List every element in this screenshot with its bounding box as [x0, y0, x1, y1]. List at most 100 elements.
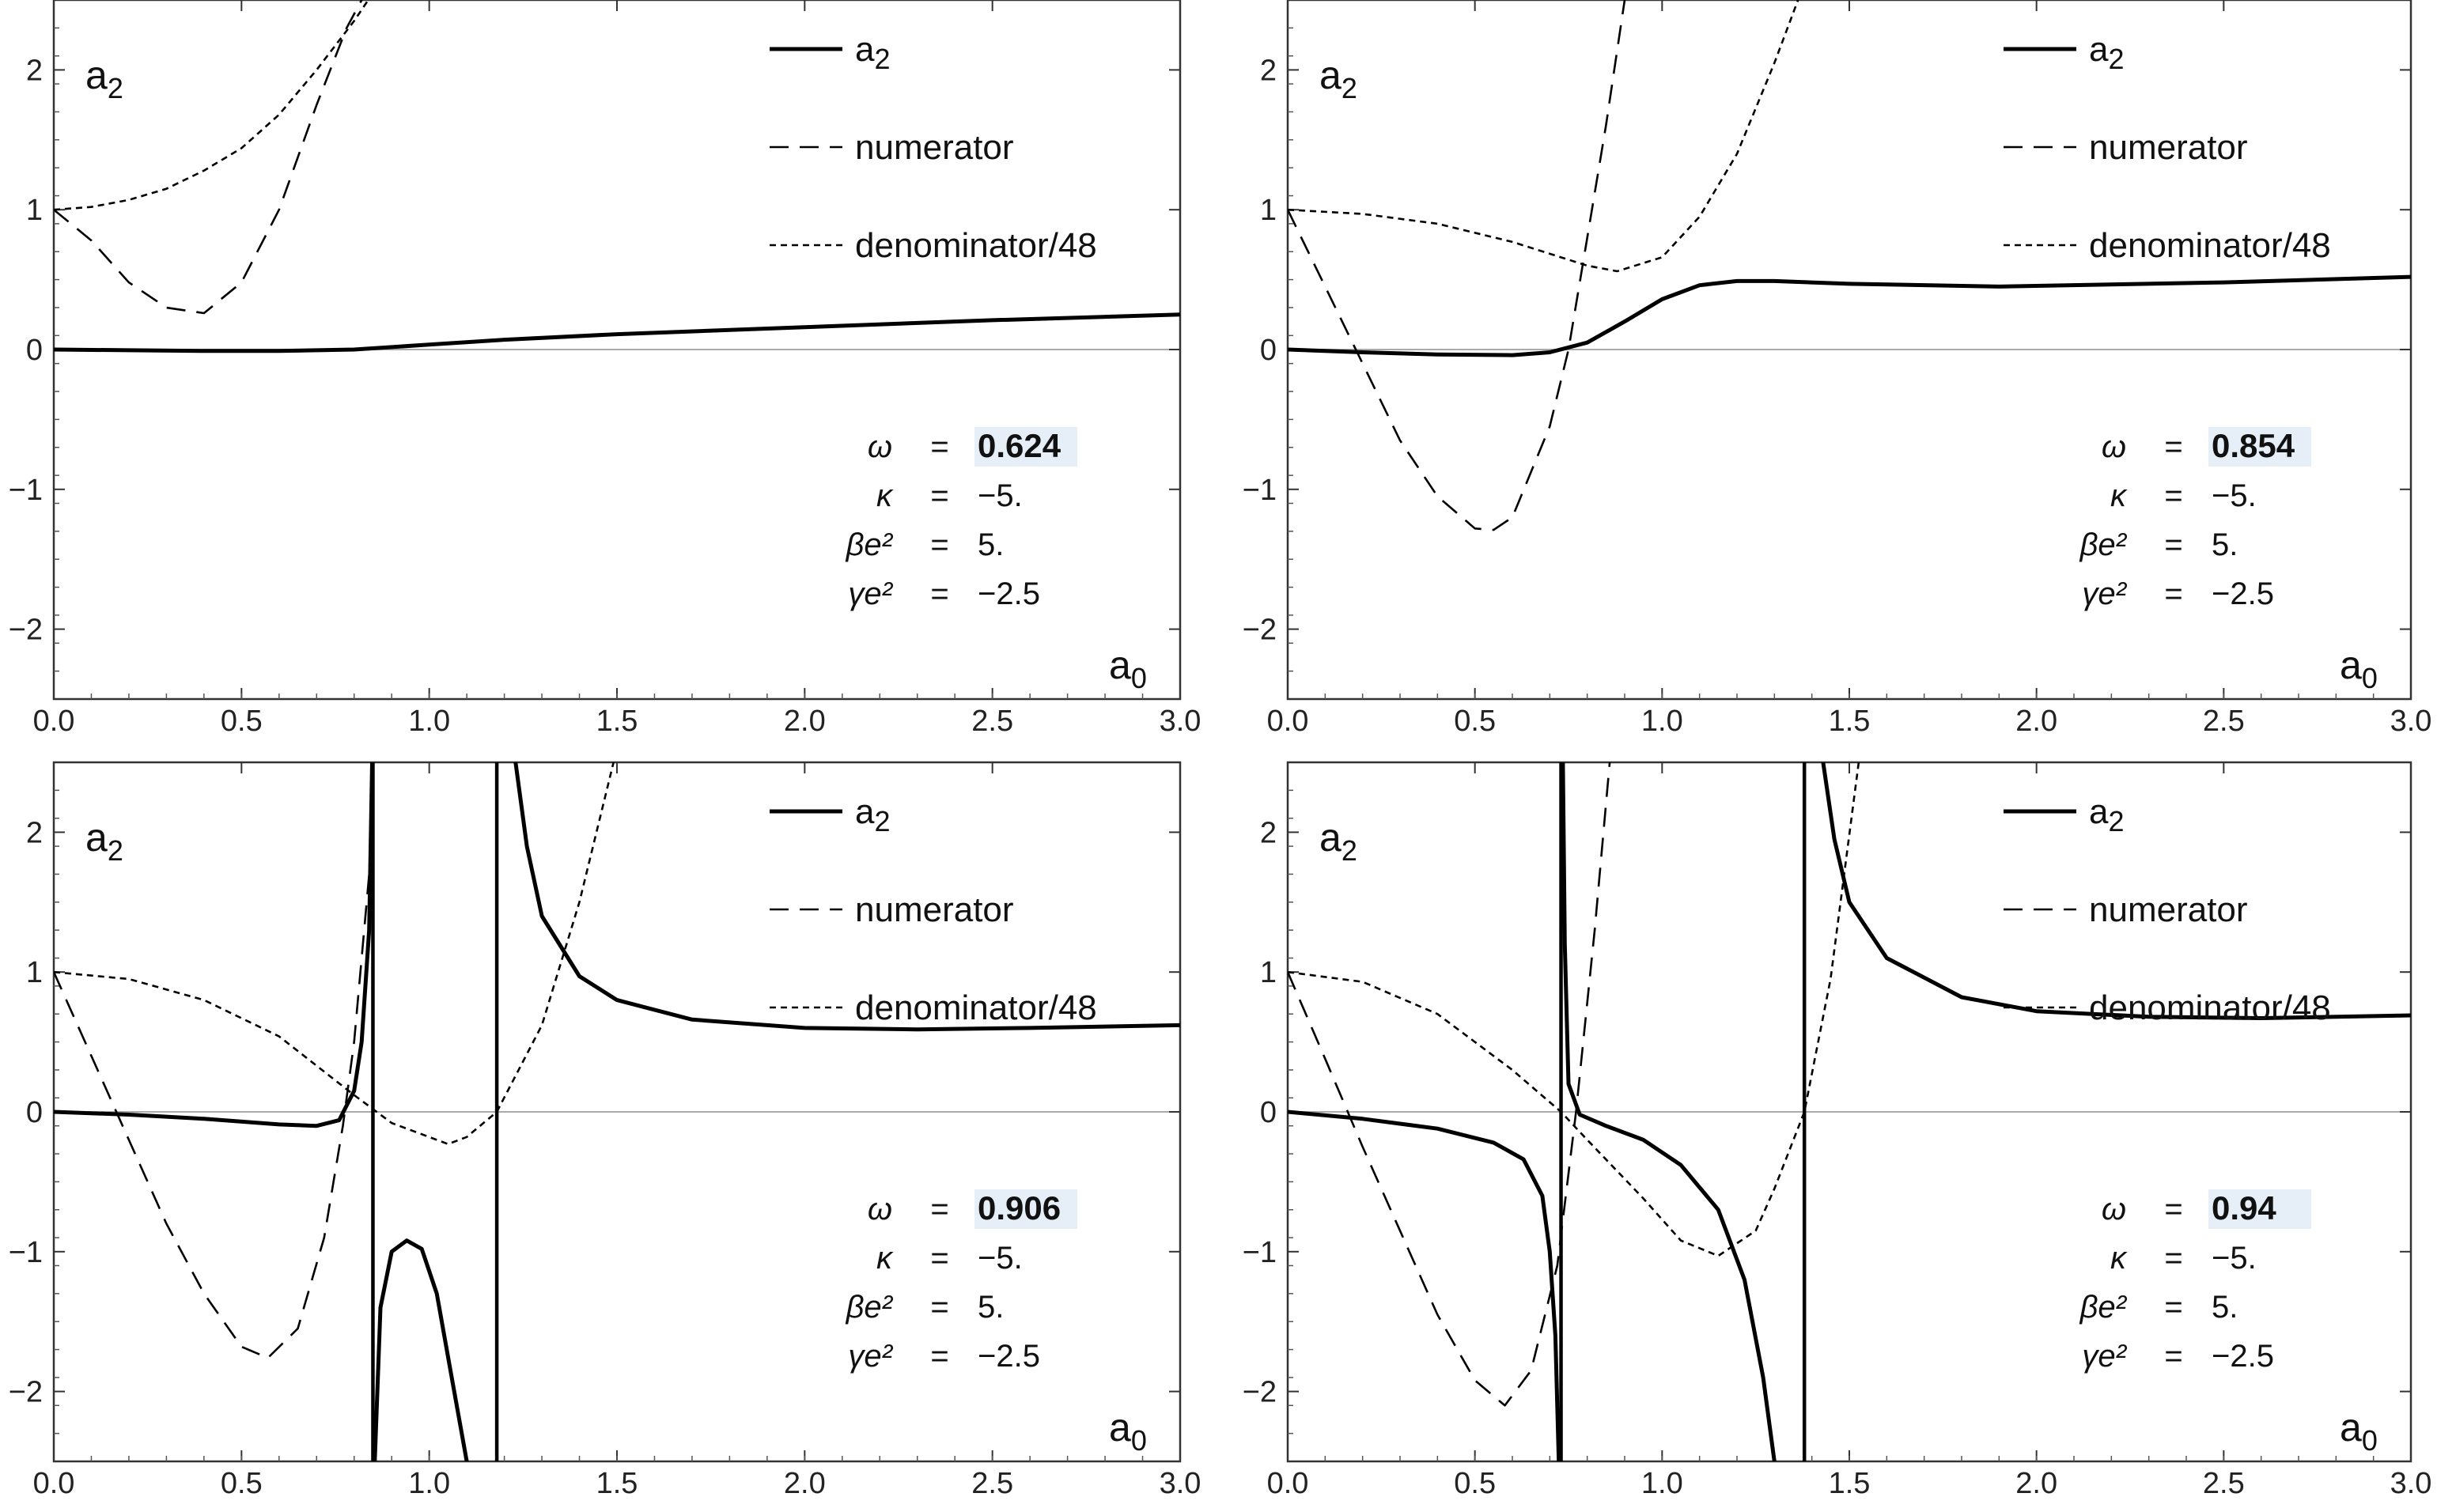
param-value-4: −2.5 — [978, 576, 1040, 611]
param-symbol-3: βe² — [2079, 1290, 2128, 1325]
param-symbol-3: βe² — [846, 527, 894, 562]
legend-label-1: a2 — [855, 792, 891, 837]
series-denominator-48-line — [54, 762, 615, 1145]
param-equals: = — [930, 1290, 948, 1325]
param-symbol-2: κ — [2110, 478, 2128, 513]
x-tick-label: 1.5 — [596, 1467, 638, 1500]
param-value-1: 0.94 — [2212, 1189, 2276, 1227]
y-tick-label: −1 — [9, 1236, 43, 1269]
param-value-3: 5. — [2212, 527, 2238, 562]
x-tick-label: 0.5 — [221, 705, 263, 738]
y-tick-label: −2 — [9, 614, 43, 647]
param-value-2: −5. — [2212, 478, 2257, 513]
x-tick-label: 3.0 — [1160, 1467, 1201, 1500]
plot-area — [1288, 0, 2411, 531]
y-tick-label: −1 — [1243, 474, 1277, 507]
x-tick-label: 0.5 — [221, 1467, 263, 1500]
series-numerator-line — [1288, 0, 1626, 531]
param-equals: = — [2164, 1192, 2182, 1227]
x-axis-title: a0 — [2340, 1405, 2378, 1457]
y-tick-label: 1 — [1260, 956, 1277, 989]
y-tick-label: 2 — [1260, 816, 1277, 849]
x-tick-label: 0.0 — [33, 705, 75, 738]
param-symbol-2: κ — [876, 1241, 894, 1276]
series-a2-line — [1561, 762, 1777, 1461]
x-tick-label: 1.5 — [1829, 1467, 1871, 1500]
x-tick-label: 2.5 — [971, 705, 1013, 738]
param-value-1: 0.854 — [2212, 427, 2295, 464]
panel-4: 0.0 0.5 1.0 1.5 2.0 2.5 3.0 −2 −1 0 1 2 a2 a0 a2 numera… — [1243, 761, 2432, 1500]
x-axis-title: a0 — [1109, 1405, 1147, 1457]
param-symbol-4: γe² — [848, 576, 893, 611]
panel-1: 0.0 0.5 1.0 1.5 2.0 2.5 3.0 −2 −1 0 1 2 a2 a0 a2 numera… — [9, 0, 1201, 738]
legend-label-1: a2 — [2089, 792, 2125, 837]
x-axis-title: a0 — [2340, 643, 2378, 694]
param-equals: = — [2164, 1339, 2182, 1374]
x-tick-label: 3.0 — [2390, 1467, 2432, 1500]
x-tick-label: 1.0 — [1641, 705, 1683, 738]
param-symbol-4: γe² — [2082, 576, 2127, 611]
legend-label-2: numerator — [855, 128, 1014, 167]
param-highlight — [974, 1189, 1077, 1229]
legend-label-3: denominator/48 — [855, 988, 1097, 1027]
y-tick-label: −2 — [1243, 614, 1277, 647]
x-tick-label: 1.0 — [408, 705, 450, 738]
param-symbol-4: γe² — [2082, 1339, 2127, 1374]
y-axis-title: a2 — [1319, 815, 1357, 867]
param-equals: = — [930, 576, 948, 611]
legend-label-1: a2 — [855, 30, 891, 75]
legend-label-2: numerator — [2089, 890, 2248, 929]
param-symbol-1: ω — [2102, 429, 2126, 464]
y-tick-label: 2 — [26, 54, 43, 87]
y-tick-label: 2 — [1260, 54, 1277, 87]
x-tick-label: 2.0 — [2015, 705, 2057, 738]
y-tick-label: 0 — [26, 1096, 43, 1129]
series-a2-line — [1288, 1109, 1561, 1461]
param-symbol-1: ω — [868, 429, 892, 464]
series-numerator-line — [54, 832, 374, 1359]
param-equals: = — [2164, 478, 2182, 513]
y-axis-title: a2 — [1319, 53, 1357, 104]
x-tick-label: 3.0 — [1160, 705, 1201, 738]
x-tick-label: 2.5 — [2203, 1467, 2245, 1500]
panel-2: 0.0 0.5 1.0 1.5 2.0 2.5 3.0 −2 −1 0 1 2 a2 a0 a2 numera… — [1243, 0, 2432, 738]
legend-label-2: numerator — [855, 890, 1014, 929]
x-tick-label: 0.5 — [1454, 1467, 1496, 1500]
x-tick-label: 2.0 — [784, 1467, 826, 1500]
param-value-2: −5. — [978, 1241, 1023, 1276]
x-tick-label: 1.5 — [1829, 705, 1871, 738]
x-tick-label: 1.0 — [1641, 1467, 1683, 1500]
series-a2-line — [54, 762, 374, 1128]
param-value-1: 0.906 — [978, 1189, 1061, 1227]
param-value-1: 0.624 — [978, 427, 1061, 464]
x-tick-label: 2.5 — [2203, 705, 2245, 738]
param-symbol-2: κ — [2110, 1241, 2128, 1276]
param-equals: = — [2164, 429, 2182, 464]
param-value-3: 5. — [978, 1290, 1004, 1325]
x-tick-label: 1.5 — [596, 705, 638, 738]
x-tick-label: 3.0 — [2390, 705, 2432, 738]
series-a2-line — [54, 312, 1180, 353]
plot-area — [54, 0, 1180, 353]
param-symbol-1: ω — [868, 1192, 892, 1227]
param-equals: = — [2164, 1241, 2182, 1276]
param-equals: = — [2164, 527, 2182, 562]
x-tick-label: 2.0 — [784, 705, 826, 738]
x-tick-label: 2.5 — [971, 1467, 1013, 1500]
param-equals: = — [930, 1339, 948, 1374]
plot-area — [1288, 762, 2411, 1461]
param-equals: = — [2164, 576, 2182, 611]
x-tick-label: 1.0 — [408, 1467, 450, 1500]
param-value-2: −5. — [2212, 1241, 2257, 1276]
y-tick-label: −2 — [9, 1376, 43, 1409]
param-equals: = — [930, 527, 948, 562]
param-value-3: 5. — [978, 527, 1004, 562]
y-axis-title: a2 — [85, 53, 123, 104]
y-tick-label: 0 — [1260, 334, 1277, 367]
param-value-4: −2.5 — [2212, 576, 2274, 611]
param-value-4: −2.5 — [2212, 1339, 2274, 1374]
y-tick-label: 0 — [26, 334, 43, 367]
panel-3: 0.0 0.5 1.0 1.5 2.0 2.5 3.0 −2 −1 0 1 2 a2 a0 a2 numera… — [9, 761, 1201, 1500]
param-equals: = — [930, 1192, 948, 1227]
